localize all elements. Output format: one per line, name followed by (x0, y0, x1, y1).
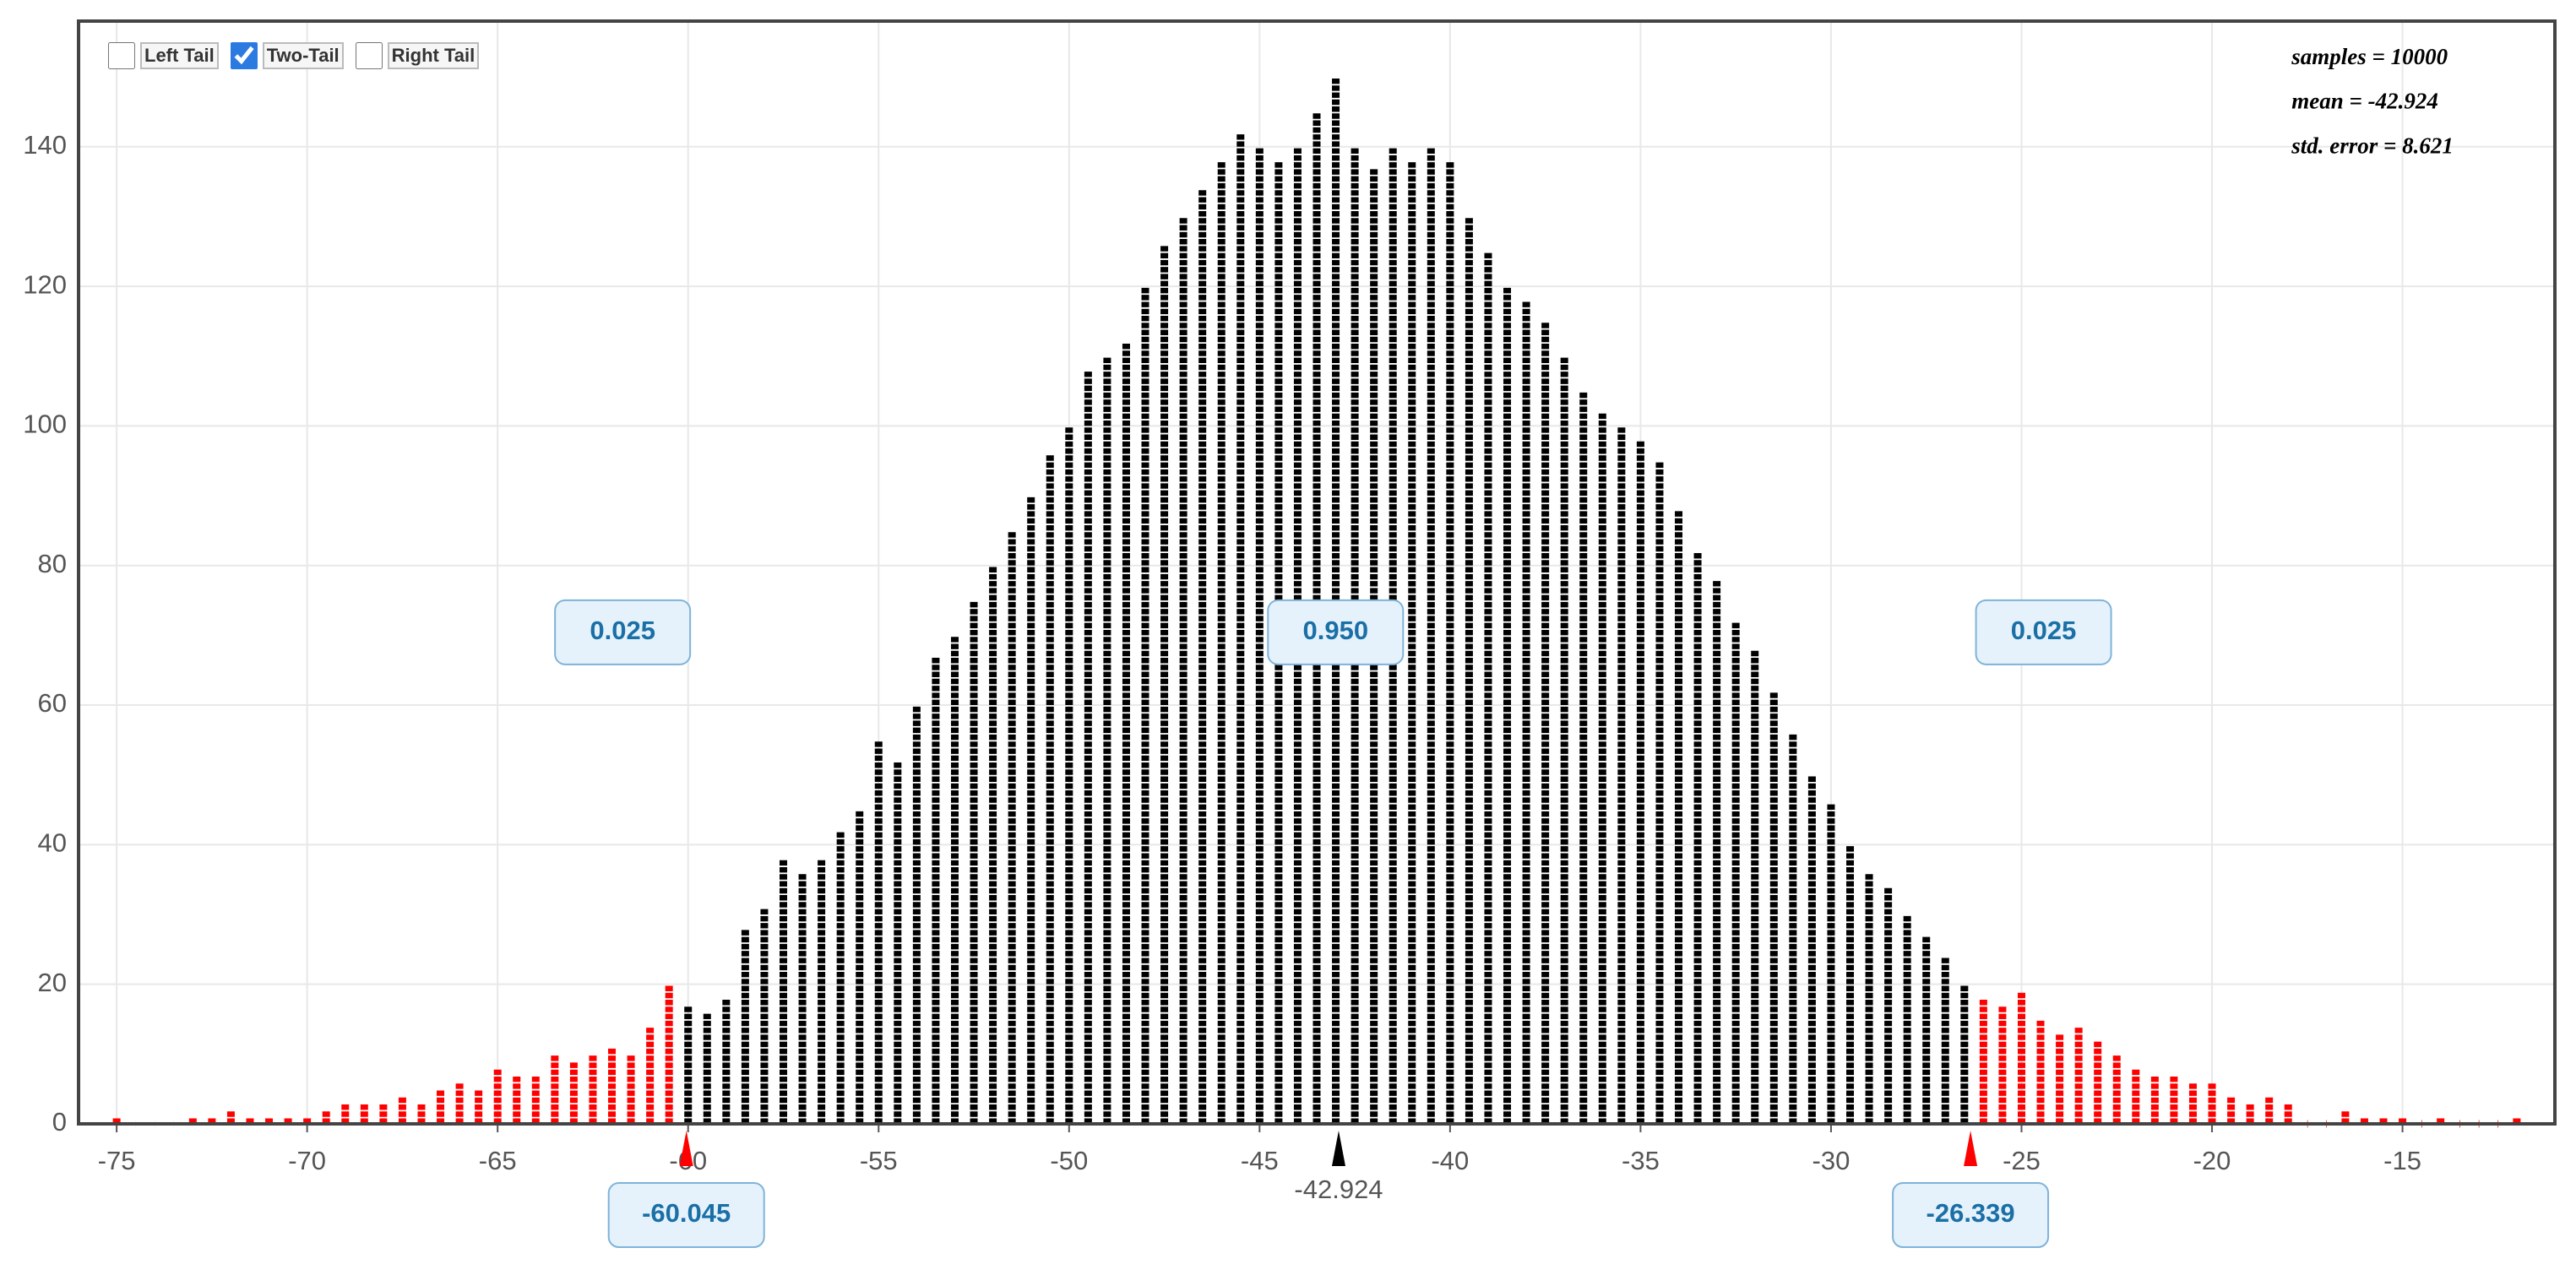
tail-checkbox[interactable] (230, 42, 258, 69)
y-tick-label: 0 (52, 1107, 67, 1137)
stat-text: std. error = 8.621 (2291, 133, 2454, 158)
x-tick-label: -75 (98, 1146, 136, 1175)
x-tick-label: -15 (2383, 1146, 2421, 1175)
proportion-box (1267, 599, 1405, 665)
y-tick-label: 40 (38, 828, 67, 858)
tail-option[interactable]: Right Tail (355, 42, 480, 69)
cutoff-box (1892, 1182, 2050, 1248)
tail-label[interactable]: Left Tail (140, 42, 219, 69)
x-tick-label: -20 (2193, 1146, 2231, 1175)
x-tick-label: -65 (479, 1146, 517, 1175)
mean-label: -42.924 (1294, 1175, 1383, 1204)
cutoff-marker (1964, 1131, 1978, 1166)
tail-label[interactable]: Two-Tail (262, 42, 344, 69)
tail-checkbox[interactable] (355, 42, 383, 69)
tail-checkbox[interactable] (108, 42, 135, 69)
y-tick-label: 20 (38, 968, 67, 997)
proportion-box (1975, 599, 2112, 665)
y-tick-label: 100 (23, 410, 67, 439)
x-tick-label: -25 (2003, 1146, 2041, 1175)
x-tick-label: -30 (1812, 1146, 1850, 1175)
x-tick-label: -40 (1431, 1146, 1469, 1175)
stat-text: mean = -42.924 (2291, 89, 2438, 114)
y-tick-label: 140 (23, 130, 67, 160)
y-tick-label: 120 (23, 269, 67, 299)
mean-marker (1331, 1131, 1345, 1166)
proportion-label: 0.025 (2011, 616, 2077, 645)
x-tick-label: -50 (1050, 1146, 1088, 1175)
stat-text: samples = 10000 (2291, 44, 2448, 69)
tail-option[interactable]: Two-Tail (230, 42, 344, 69)
tail-controls: Left Tail Two-Tail Right Tail (108, 42, 484, 69)
x-tick-label: -70 (288, 1146, 326, 1175)
proportion-label: 0.950 (1302, 616, 1368, 645)
tail-label[interactable]: Right Tail (387, 42, 480, 69)
y-tick-label: 80 (38, 549, 67, 578)
x-tick-label: -45 (1241, 1146, 1279, 1175)
cutoff-marker (679, 1131, 693, 1166)
tail-option[interactable]: Left Tail (108, 42, 219, 69)
cutoff-label: -26.339 (1927, 1198, 2015, 1228)
proportion-box (554, 599, 692, 665)
cutoff-box (607, 1182, 765, 1248)
x-tick-label: -55 (860, 1146, 898, 1175)
cutoff-label: -60.045 (642, 1198, 731, 1228)
y-tick-label: 60 (38, 688, 67, 718)
proportion-label: 0.025 (590, 616, 655, 645)
x-tick-label: -35 (1622, 1146, 1660, 1175)
plot-frame (77, 19, 2557, 1126)
